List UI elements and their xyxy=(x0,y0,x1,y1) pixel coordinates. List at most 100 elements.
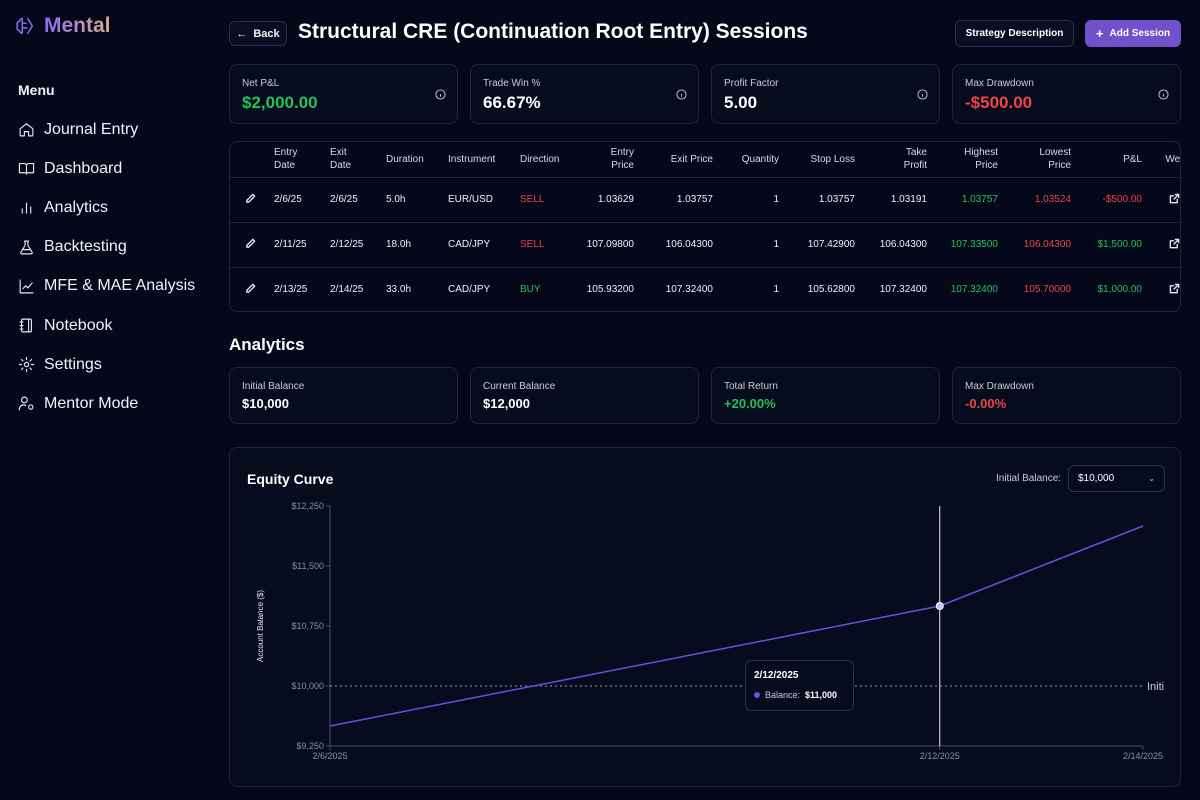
weekly-cell xyxy=(1146,222,1180,268)
equity-series-line xyxy=(329,525,1144,727)
pencil-icon[interactable] xyxy=(245,193,256,204)
sidebar-item-mentor-mode[interactable]: Mentor Mode xyxy=(18,384,195,423)
sidebar-item-mfe-mae[interactable]: MFE & MAE Analysis xyxy=(18,267,195,306)
column-header-direction[interactable]: Direction xyxy=(516,142,576,178)
pnl-cell: -$500.00 xyxy=(1075,177,1146,223)
stat-card-profit-factor: Profit Factor 5.00 xyxy=(711,64,940,124)
info-icon[interactable] xyxy=(1158,89,1169,100)
column-header-exit-price[interactable]: Exit Price xyxy=(638,142,717,178)
lowest-price-cell: 1.03524 xyxy=(1002,177,1075,223)
add-session-button[interactable]: + Add Session xyxy=(1085,20,1181,47)
sidebar-item-label: Backtesting xyxy=(44,238,127,256)
header-line: Take xyxy=(905,147,927,159)
column-header-lowest-price[interactable]: Lowest Price xyxy=(1002,142,1075,178)
info-icon[interactable] xyxy=(676,89,687,100)
y-tick-label: $10,000 xyxy=(291,681,324,691)
strategy-description-button[interactable]: Strategy Description xyxy=(955,20,1074,47)
y-tick-label: $9,250 xyxy=(296,741,324,751)
stat-card-max-drawdown: Max Drawdown -$500.00 xyxy=(952,64,1181,124)
take-profit-cell: 107.32400 xyxy=(879,284,927,296)
line-chart-icon xyxy=(19,279,34,294)
sidebar-item-dashboard[interactable]: Dashboard xyxy=(18,149,195,188)
direction-cell: SELL xyxy=(516,177,576,223)
flask-icon xyxy=(20,240,33,255)
column-header-instrument[interactable]: Instrument xyxy=(444,142,516,178)
pencil-icon[interactable] xyxy=(245,283,256,294)
x-tick-label: 2/14/2025 xyxy=(1123,751,1163,761)
stat-label: Trade Win % xyxy=(483,78,541,89)
header-line: Profit xyxy=(903,160,927,172)
header-line: Lowest xyxy=(1039,147,1071,159)
sidebar-item-notebook[interactable]: Notebook xyxy=(18,306,195,345)
info-icon[interactable] xyxy=(917,89,928,100)
external-link-icon[interactable] xyxy=(1169,193,1180,204)
column-header-weekly[interactable]: Weekly xyxy=(1146,142,1180,178)
equity-chart[interactable]: $9,250 $10,000 $10,750 $11,500 $12,250 2/6/20… xyxy=(230,448,1180,786)
header-line: Date xyxy=(274,160,296,172)
stat-label: Net P&L xyxy=(242,78,280,89)
back-button[interactable]: ← Back xyxy=(229,21,287,46)
exit-date-cell: 2/12/25 xyxy=(326,222,382,268)
highest-price-cell: 107.33500 xyxy=(931,222,1002,268)
external-link-icon[interactable] xyxy=(1169,283,1180,294)
exit-price-cell: 107.32400 xyxy=(665,284,713,296)
entry-date-cell: 2/6/25 xyxy=(270,177,326,223)
y-tick-label: $11,500 xyxy=(292,561,324,571)
stop-loss-cell: 107.42900 xyxy=(783,222,859,268)
series-dot xyxy=(754,692,760,698)
external-link-icon[interactable] xyxy=(1169,238,1180,249)
sidebar-item-label: MFE & MAE Analysis xyxy=(44,277,196,295)
column-header-take-profit[interactable]: Take Profit xyxy=(859,142,931,178)
edit-cell xyxy=(230,267,270,311)
bar-chart-icon xyxy=(21,203,32,215)
home-icon xyxy=(19,123,34,137)
app-logo[interactable]: Mental xyxy=(14,14,111,38)
tooltip-date: 2/12/2025 xyxy=(754,670,799,681)
y-tick-label: $10,750 xyxy=(291,621,324,631)
header-line: Entry xyxy=(610,147,634,159)
chart-title: Equity Curve xyxy=(247,471,334,487)
equity-curve-card: Equity Curve Initial Balance: $10,000 ⌄ … xyxy=(229,447,1181,787)
analytics-label: Current Balance xyxy=(483,381,556,392)
sidebar-item-journal-entry[interactable]: Journal Entry xyxy=(18,110,195,149)
column-header-highest-price[interactable]: Highest Price xyxy=(931,142,1002,178)
analytics-card-max-drawdown: Max Drawdown -0.00% xyxy=(952,367,1181,424)
edit-cell xyxy=(230,177,270,223)
duration-cell: 5.0h xyxy=(382,177,444,223)
book-icon xyxy=(18,163,35,176)
sidebar-item-backtesting[interactable]: Backtesting xyxy=(18,228,195,267)
pencil-icon[interactable] xyxy=(245,238,256,249)
analytics-label: Initial Balance xyxy=(242,381,305,392)
column-header-pnl[interactable]: P&L xyxy=(1075,142,1146,178)
analytics-value: $10,000 xyxy=(242,396,289,411)
entry-price-cell: 105.93200 xyxy=(586,284,634,296)
info-icon[interactable] xyxy=(435,89,446,100)
column-header-stop-loss[interactable]: Stop Loss xyxy=(783,142,859,178)
edit-cell xyxy=(230,222,270,268)
analytics-value: $12,000 xyxy=(483,396,530,411)
exit-date-cell: 2/14/25 xyxy=(330,284,364,296)
pnl-cell: $1,000.00 xyxy=(1097,284,1143,296)
entry-price-cell: 1.03629 xyxy=(576,177,638,223)
column-header-entry-price[interactable]: Entry Price xyxy=(576,142,638,178)
column-header-exit-date[interactable]: Exit Date xyxy=(326,142,382,178)
stat-value: $2,000.00 xyxy=(242,93,318,112)
header-line: Exit xyxy=(330,147,347,159)
stat-value: 5.00 xyxy=(724,93,758,112)
table-row: 2/6/25 2/6/25 5.0h EUR/USD SELL 1.03629 … xyxy=(230,177,1180,223)
column-header-quantity[interactable]: Quantity xyxy=(717,142,783,178)
column-header-duration[interactable]: Duration xyxy=(382,142,444,178)
tooltip-value: $11,000 xyxy=(805,690,838,700)
exit-price-cell: 1.03757 xyxy=(638,177,717,223)
y-tick-label: $12,250 xyxy=(291,501,324,511)
direction-cell: SELL xyxy=(516,222,576,268)
tooltip-row: Balance: $11,000 xyxy=(754,690,837,700)
sidebar-item-analytics[interactable]: Analytics xyxy=(18,188,195,227)
column-header-entry-date[interactable]: Entry Date xyxy=(270,142,326,178)
x-tick-label: 2/12/2025 xyxy=(920,751,960,761)
entry-price-cell: 107.09800 xyxy=(576,222,638,268)
sidebar-item-settings[interactable]: Settings xyxy=(18,345,195,384)
initial-balance-select[interactable]: $10,000 ⌄ xyxy=(1068,465,1165,492)
header-line: Price xyxy=(975,160,998,172)
gear-icon xyxy=(18,357,35,373)
